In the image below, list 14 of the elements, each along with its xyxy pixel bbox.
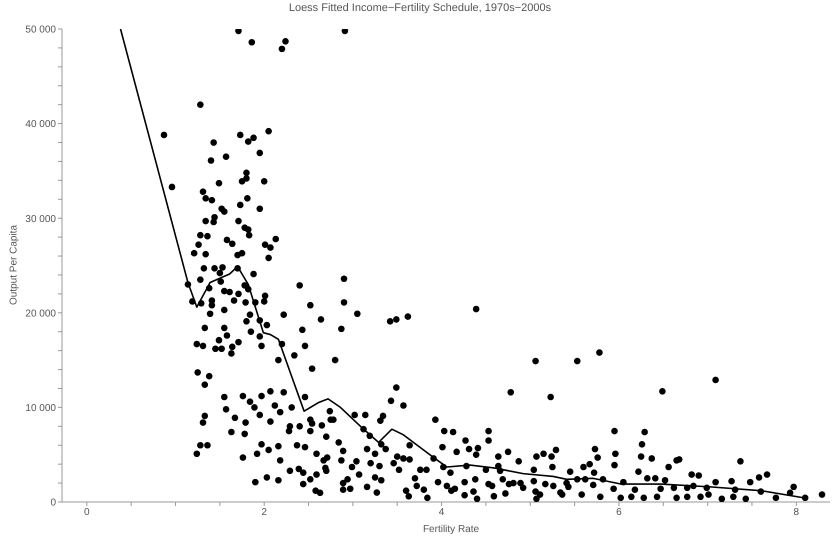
x-tick-label: 2: [261, 507, 268, 518]
y-tick-label: 30 000: [25, 214, 56, 225]
x-tick-label: 6: [616, 507, 622, 518]
y-tick-label: 10 000: [25, 402, 56, 414]
x-tick-label: 0: [84, 507, 90, 518]
y-tick-label: 0: [50, 498, 56, 509]
y-axis-title: Output Per Capita: [8, 224, 20, 306]
x-axis-title: Fertility Rate: [422, 524, 480, 535]
x-tick-label: 4: [438, 507, 445, 518]
y-tick-label: 20 000: [25, 308, 56, 320]
chart-title: Loess Fitted Income−Fertility Schedule, 1970s−2000s: [288, 2, 552, 14]
y-tick-label: 50 000: [25, 24, 56, 36]
y-tick-label: 40 000: [25, 119, 56, 130]
x-tick-label: 8: [794, 507, 800, 518]
